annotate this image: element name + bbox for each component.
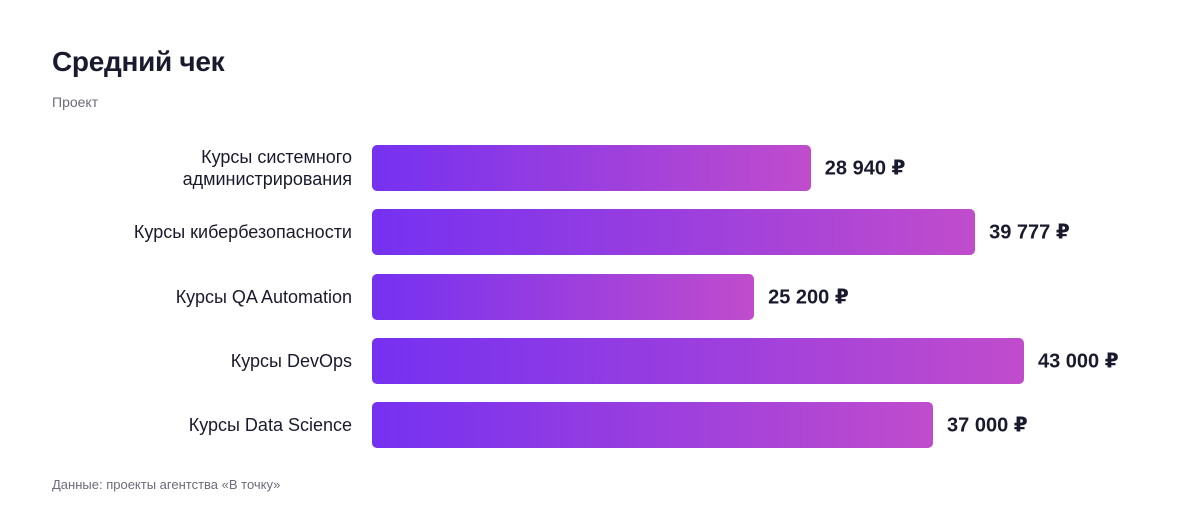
value-label: 39 777 ₽ bbox=[989, 221, 1070, 244]
value-label: 43 000 ₽ bbox=[1038, 350, 1119, 373]
value-label: 37 000 ₽ bbox=[947, 414, 1028, 437]
chart-title: Средний чек bbox=[52, 46, 225, 77]
bar bbox=[372, 402, 934, 448]
bar bbox=[372, 145, 811, 191]
bar bbox=[372, 273, 755, 320]
category-label: Курсы DevOps bbox=[230, 350, 352, 371]
value-label: 25 200 ₽ bbox=[768, 286, 849, 308]
category-label: Курсы системного администрирования bbox=[182, 147, 352, 189]
bar bbox=[372, 209, 976, 256]
category-label: Курсы QA Automation bbox=[175, 286, 352, 307]
category-label: Курсы кибербезопасности bbox=[133, 222, 352, 243]
chart-subtitle: Проект bbox=[52, 94, 99, 110]
bar bbox=[372, 337, 1024, 384]
value-label: 28 940 ₽ bbox=[824, 157, 906, 180]
category-label: Курсы Data Science bbox=[188, 415, 352, 435]
source-note: Данные: проекты агентства «В точку» bbox=[52, 477, 281, 492]
